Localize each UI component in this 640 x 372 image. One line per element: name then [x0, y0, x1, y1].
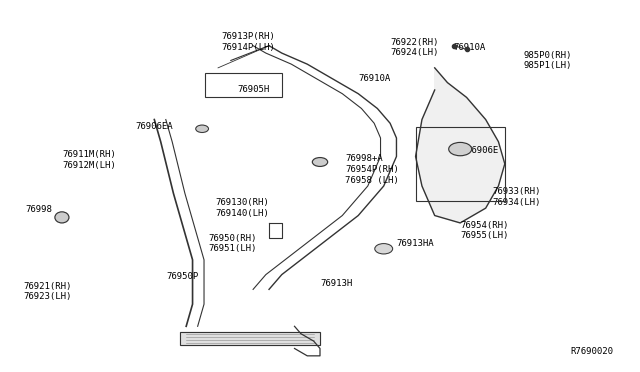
Text: 985P0(RH)
985P1(LH): 985P0(RH) 985P1(LH) [524, 51, 572, 70]
Text: 769130(RH)
769140(LH): 769130(RH) 769140(LH) [215, 198, 269, 218]
Circle shape [449, 142, 472, 156]
Text: 76910A: 76910A [454, 43, 486, 52]
Circle shape [312, 158, 328, 166]
Text: 76950P: 76950P [166, 272, 199, 281]
Bar [205, 73, 282, 97]
Bar [415, 127, 505, 201]
Bar [180, 332, 320, 345]
Text: 76950(RH)
76951(LH): 76950(RH) 76951(LH) [208, 234, 256, 253]
Text: 76910A: 76910A [358, 74, 390, 83]
Text: R7690020: R7690020 [570, 347, 613, 356]
Text: 76913H: 76913H [320, 279, 352, 288]
Text: 76998+A: 76998+A [346, 154, 383, 163]
Text: 76906EA: 76906EA [136, 122, 173, 131]
Text: 76954P(RH)
76958 (LH): 76954P(RH) 76958 (LH) [346, 165, 399, 185]
Text: 76913HA: 76913HA [396, 239, 434, 248]
Polygon shape [415, 68, 505, 223]
Text: 76906E: 76906E [467, 147, 499, 155]
Text: 76921(RH)
76923(LH): 76921(RH) 76923(LH) [23, 282, 72, 301]
Text: 76905H: 76905H [237, 85, 269, 94]
Text: 76922(RH)
76924(LH): 76922(RH) 76924(LH) [390, 38, 438, 57]
Circle shape [196, 125, 209, 132]
Text: 76954(RH)
76955(LH): 76954(RH) 76955(LH) [460, 221, 509, 240]
Ellipse shape [55, 212, 69, 223]
Bar [180, 332, 320, 345]
Text: 76998: 76998 [26, 205, 52, 215]
Text: 76933(RH)
76934(LH): 76933(RH) 76934(LH) [492, 187, 540, 207]
Text: 76911M(RH)
76912M(LH): 76911M(RH) 76912M(LH) [62, 150, 116, 170]
Circle shape [375, 244, 393, 254]
Text: 76913P(RH)
76914P(LH): 76913P(RH) 76914P(LH) [221, 32, 275, 52]
